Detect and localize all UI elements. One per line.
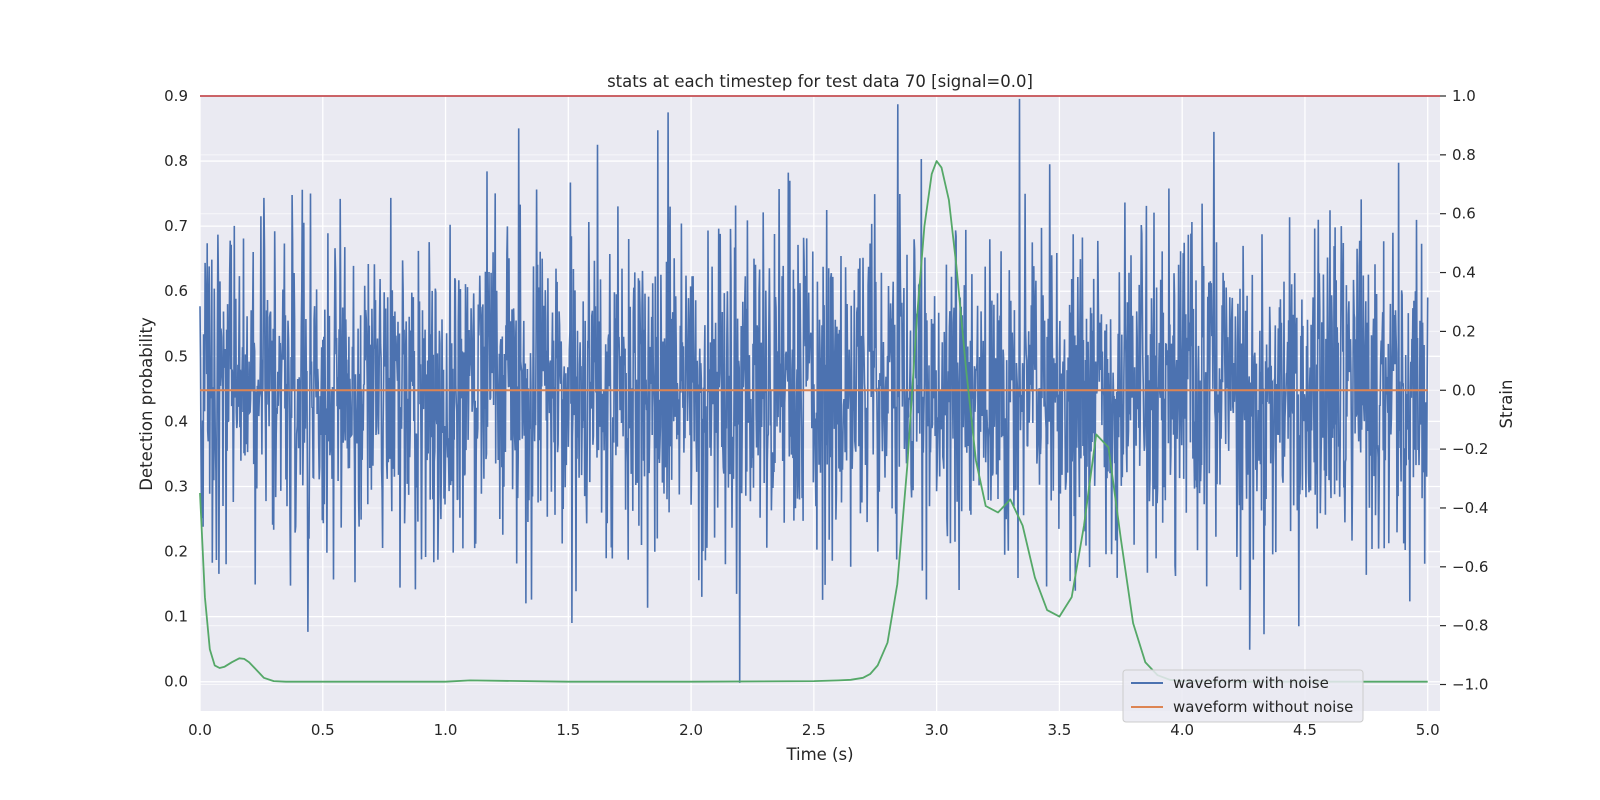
y2-axis-label: Strain	[1497, 380, 1516, 429]
y2-tick-label: −1.0	[1452, 676, 1488, 694]
y-tick-label: 0.4	[164, 412, 188, 430]
y2-tick-label: 1.0	[1452, 87, 1476, 105]
y2-tick-label: −0.8	[1452, 617, 1488, 635]
y2-tick-label: 0.8	[1452, 146, 1476, 164]
y-tick-label: 0.0	[164, 673, 188, 691]
y-tick-label: 0.1	[164, 608, 188, 626]
legend-label-noise: waveform with noise	[1173, 674, 1329, 692]
y2-tick-label: −0.4	[1452, 499, 1488, 517]
y-tick-label: 0.8	[164, 152, 188, 170]
y-tick-label: 0.5	[164, 347, 188, 365]
x-tick-label: 2.0	[679, 721, 703, 739]
y2-tick-label: 0.2	[1452, 322, 1476, 340]
x-tick-label: 3.0	[925, 721, 949, 739]
x-tick-label: 1.5	[556, 721, 580, 739]
x-tick-label: 3.5	[1047, 721, 1071, 739]
x-tick-label: 2.5	[802, 721, 826, 739]
x-tick-label: 0.5	[311, 721, 335, 739]
x-axis-label: Time (s)	[785, 745, 853, 764]
x-tick-label: 0.0	[188, 721, 212, 739]
x-tick-label: 4.5	[1293, 721, 1317, 739]
ticks: 0.0 0.5 1.0 1.5 2.0 2.5 3.0 3.5 4.0 4.5 5.0 0.0 0.1 0…	[164, 87, 1488, 739]
series-line-detection-probability	[199, 160, 1428, 683]
y-tick-label: 0.7	[164, 217, 188, 235]
legend: waveform with noise waveform without noi…	[1122, 669, 1364, 723]
legend-label-clean: waveform without noise	[1173, 698, 1353, 716]
y-axis-label: Detection probability	[137, 317, 156, 491]
y-tick-label: 0.2	[164, 543, 188, 561]
series-line-waveform-with-noise	[199, 98, 1429, 683]
y2-tick-label: 0.6	[1452, 205, 1476, 223]
y-tick-label: 0.9	[164, 87, 188, 105]
series-layer	[199, 95, 1440, 683]
x-tick-label: 4.0	[1170, 721, 1194, 739]
y-tick-label: 0.3	[164, 477, 188, 495]
legend-box	[1122, 669, 1364, 723]
y-tick-label: 0.6	[164, 282, 188, 300]
x-tick-label: 1.0	[434, 721, 458, 739]
x-tick-label: 5.0	[1416, 721, 1440, 739]
y2-tick-label: −0.6	[1452, 558, 1488, 576]
y2-tick-label: 0.4	[1452, 264, 1476, 282]
chart-title: stats at each timestep for test data 70 …	[607, 72, 1033, 91]
y2-tick-label: 0.0	[1452, 381, 1476, 399]
y2-tick-label: −0.2	[1452, 440, 1488, 458]
